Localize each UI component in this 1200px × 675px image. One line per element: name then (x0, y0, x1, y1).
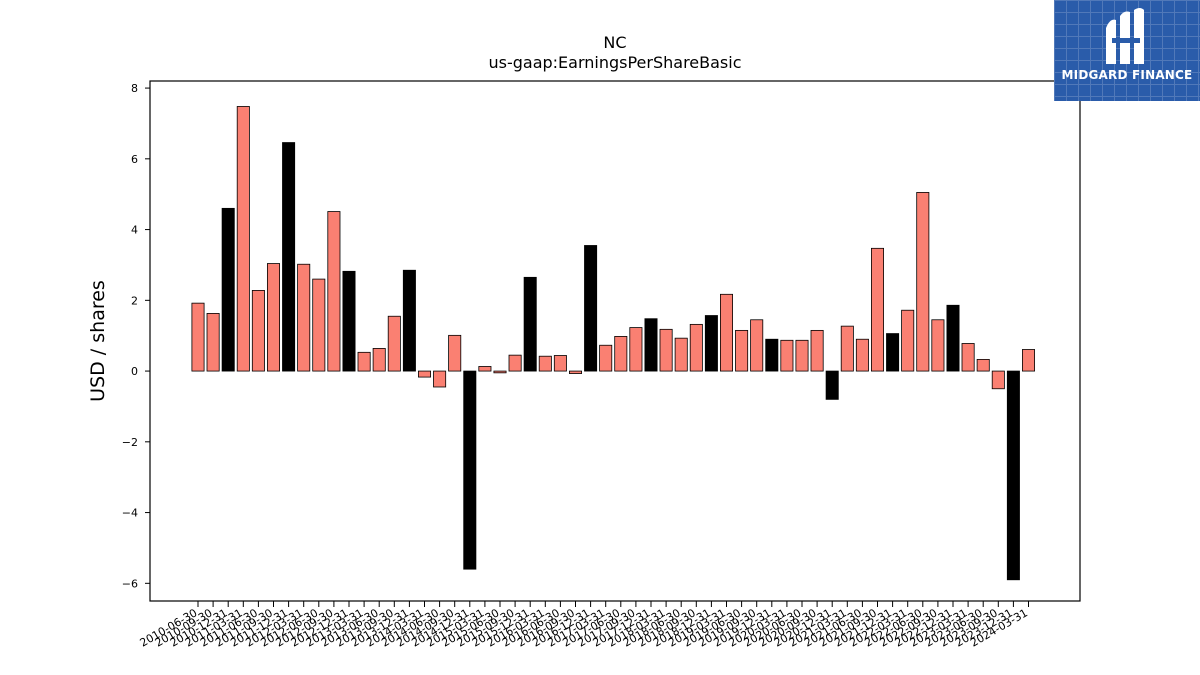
bar (886, 333, 900, 372)
bar (387, 315, 401, 372)
bar (417, 370, 431, 378)
bar (871, 247, 885, 372)
x-axis-ticks: 2010-06-302010-09-302010-12-312011-03-31… (138, 601, 1030, 650)
bar (674, 337, 688, 372)
y-tick-label: −2 (122, 436, 138, 449)
bar (855, 338, 869, 372)
bar (599, 344, 613, 372)
bar (569, 370, 583, 374)
bar (916, 192, 930, 372)
bar (523, 276, 537, 372)
bar (448, 334, 462, 372)
bar (644, 318, 658, 372)
bar (991, 370, 1005, 390)
bar (946, 304, 960, 372)
bar (297, 263, 311, 372)
bar (961, 343, 975, 372)
bar (433, 370, 447, 388)
y-tick-label: 8 (131, 82, 138, 95)
y-tick-label: 0 (131, 365, 138, 378)
bar (402, 269, 416, 372)
bar (1022, 349, 1036, 372)
bar (689, 323, 703, 372)
plot-frame (149, 80, 1081, 602)
bar (266, 263, 280, 372)
bar (584, 245, 598, 372)
bar (735, 329, 749, 372)
chart-title: NC (603, 33, 626, 52)
bar (931, 319, 945, 372)
y-tick-label: −4 (122, 507, 138, 520)
bar (614, 336, 628, 372)
midgard-logo-icon (1106, 8, 1144, 64)
bar (901, 309, 915, 372)
bar (282, 142, 296, 372)
chart-subtitle: us-gaap:EarningsPerShareBasic (488, 53, 741, 72)
bar (342, 270, 356, 372)
bar (704, 315, 718, 372)
bar (810, 329, 824, 372)
bar (493, 370, 507, 374)
bar (538, 355, 552, 372)
y-tick-label: 4 (131, 224, 138, 237)
bar (1006, 370, 1020, 581)
bar (206, 313, 220, 372)
bar (312, 278, 326, 372)
bar (463, 370, 477, 570)
bar (795, 339, 809, 372)
bar (236, 106, 250, 372)
bar (478, 366, 492, 372)
brand-name: MIDGARD FINANCE (1061, 68, 1193, 82)
y-tick-label: −6 (122, 577, 138, 590)
bar (720, 293, 734, 372)
bar (508, 354, 522, 372)
bar (765, 338, 779, 372)
bar (629, 327, 643, 372)
bar (553, 355, 567, 372)
bar (976, 358, 990, 372)
bar (221, 207, 235, 372)
bar (840, 325, 854, 372)
bar (327, 211, 341, 372)
y-tick-label: 2 (131, 294, 138, 307)
bars-group (191, 106, 1036, 581)
bar (357, 351, 371, 372)
bar (825, 370, 839, 400)
bar (780, 339, 794, 372)
bar (251, 290, 265, 372)
y-tick-label: 6 (131, 153, 138, 166)
y-axis-ticks: −6 −4 −2 0 2 4 6 8 (122, 82, 150, 590)
bar (659, 328, 673, 372)
brand-logo: MIDGARD FINANCE (1054, 0, 1200, 101)
bar (191, 302, 205, 372)
y-axis-label: USD / shares (87, 280, 109, 402)
bar (750, 319, 764, 372)
bar (372, 348, 386, 372)
